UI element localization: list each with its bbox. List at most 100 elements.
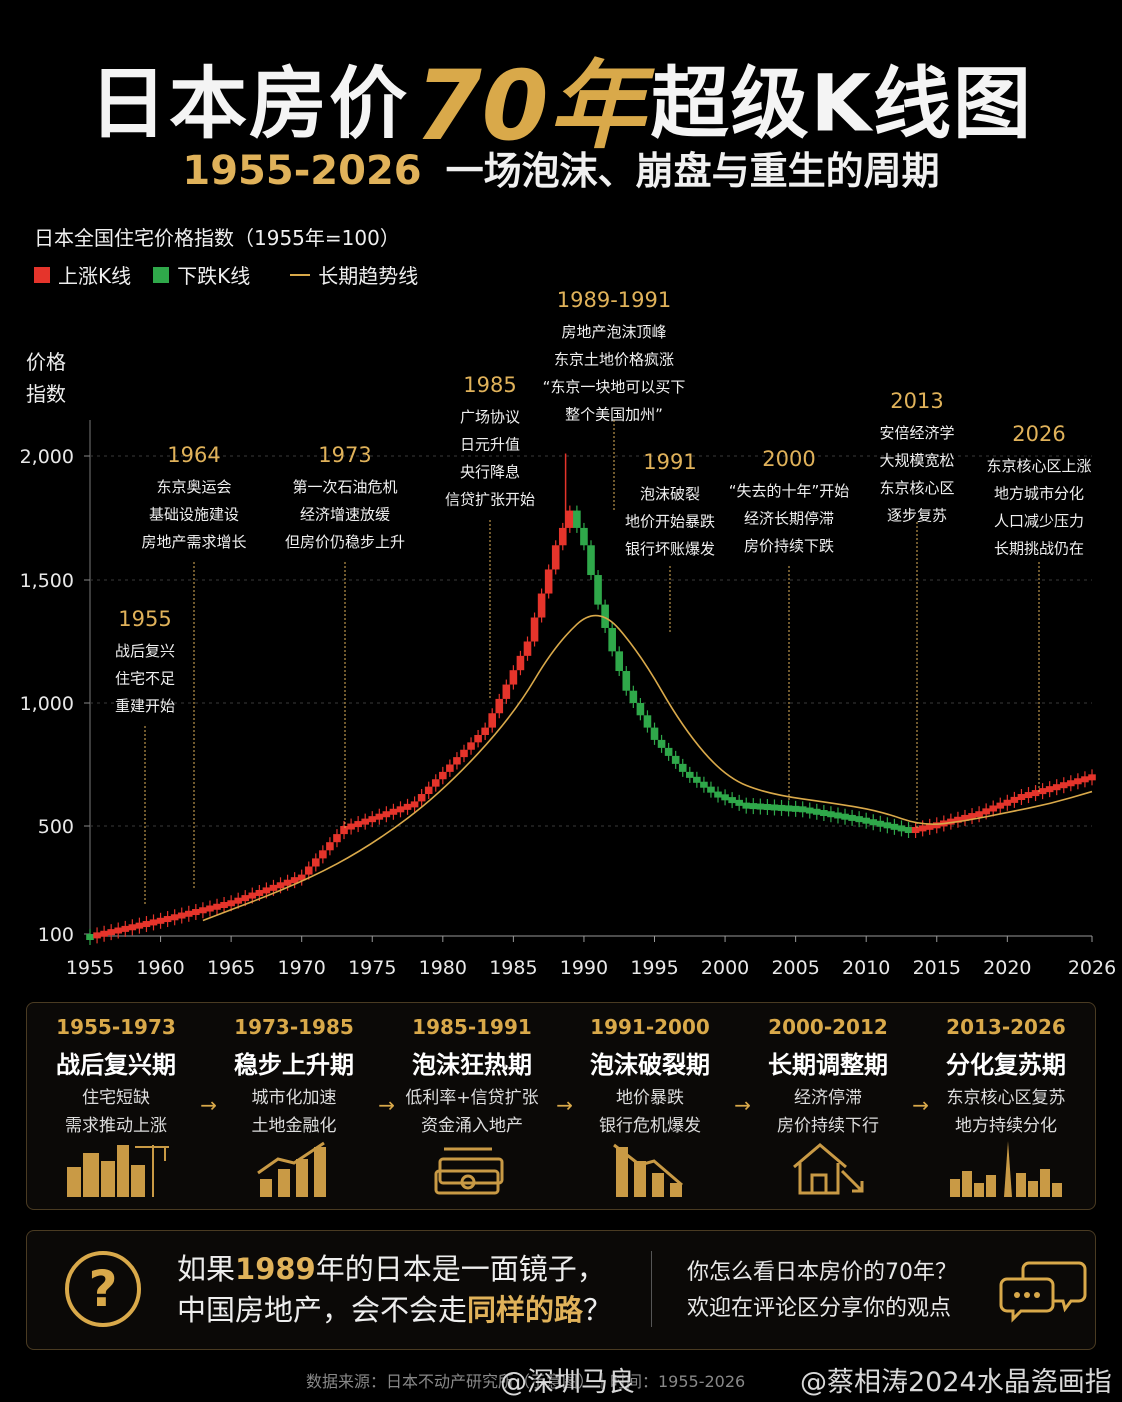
phase-desc: 东京核心区复苏 地方持续分化 [946, 1088, 1066, 1136]
candle-body [932, 822, 941, 829]
candle-body [100, 930, 108, 937]
annotation-line: 房地产需求增长 [141, 533, 246, 551]
annotation-line: 日元升值 [460, 436, 520, 454]
candle-body [601, 604, 609, 628]
candle-body [1024, 792, 1033, 799]
phase-card: 1985-1991 泡沫狂热期 低利率+信贷扩张 资金涌入地产 → [383, 1003, 573, 1209]
annotation-line: 东京核心区 [879, 479, 954, 497]
annotation-line: 大规模宽松 [879, 452, 954, 470]
annotation-line: 长期挑战仍在 [994, 540, 1084, 558]
candle-body [975, 811, 983, 818]
candle-body [361, 818, 369, 825]
legend-rise-swatch [34, 266, 50, 283]
candle-body [481, 727, 489, 735]
candle-body [707, 786, 715, 793]
candle-body [417, 794, 426, 802]
candle-body [664, 747, 673, 756]
candle-body [805, 807, 814, 814]
annotation-line: 东京奥运会 [156, 478, 231, 496]
legend-rise-label: 上涨K线 [58, 264, 132, 288]
phase-years: 1985-1991 [412, 1015, 532, 1039]
candle-body [657, 739, 666, 748]
x-tick-label: 1980 [419, 957, 467, 979]
candle-body [989, 805, 998, 812]
phase-card: 1991-2000 泡沫破裂期 地价暴跌 银行危机爆发 → [561, 1003, 751, 1209]
candle-body [671, 755, 680, 764]
annotation-line: 银行坏账爆发 [625, 540, 715, 558]
x-tick-label: 1970 [278, 957, 326, 979]
annotation-year: 1964 [167, 443, 220, 467]
candle-body [947, 818, 955, 825]
candle-body [615, 651, 624, 672]
candle-body [904, 827, 913, 834]
candle-body [206, 905, 214, 912]
comment-line1: 你怎么看日本房价的70年？ [687, 1260, 957, 1285]
candle-body [297, 874, 306, 881]
title-part-c: 超级K线图 [650, 59, 1034, 150]
annotation-line: 房地产泡沫顶峰 [561, 323, 666, 341]
question-line1-highlight: 1989 [235, 1252, 316, 1286]
candle-body [650, 727, 659, 740]
title-part-a: 日本房价 [88, 59, 409, 150]
annotation-line: “失去的十年”开始 [729, 482, 850, 500]
candle-body [841, 813, 849, 820]
candle-body [269, 884, 278, 891]
candle-body [467, 742, 475, 750]
question-line2-b: ？ [583, 1293, 613, 1327]
candle-body [791, 805, 800, 812]
candle-body [558, 527, 567, 546]
annotation-line: 地方城市分化 [994, 485, 1084, 503]
chart-legend: 上涨K线 下跌K线 长期趋势线 [34, 260, 432, 289]
candle-body [184, 910, 193, 917]
candle-body [820, 810, 828, 817]
phase-card: 2000-2012 长期调整期 经济停滞 房价持续下行 → [739, 1003, 929, 1209]
candle-body [410, 801, 419, 808]
candle-body [883, 822, 892, 829]
candle-body [135, 922, 144, 929]
candle-body [86, 934, 94, 940]
candle-body [728, 797, 736, 804]
candle-body [424, 786, 433, 795]
candle-body [594, 575, 602, 605]
candle-body [742, 802, 751, 809]
bar-chart-up-icon [254, 1139, 334, 1201]
candle-body [290, 877, 299, 884]
y-tick-label: 500 [38, 816, 74, 838]
phase-years: 1955-1973 [56, 1015, 176, 1039]
candle-body [777, 804, 786, 811]
x-tick-label: 1985 [489, 957, 537, 979]
x-tick-label: 2000 [701, 957, 749, 979]
candle-body [495, 698, 504, 714]
legend-trend: 长期趋势线 [272, 260, 418, 289]
legend-trend-swatch [290, 273, 311, 276]
candle-body [516, 655, 525, 671]
annotation-line: 战后复兴 [115, 642, 175, 660]
money-stack-icon [432, 1139, 512, 1201]
annotation-line: “东京一块地可以买下 [543, 378, 686, 396]
candle-body [474, 734, 482, 743]
bar-chart-down-icon [610, 1139, 690, 1201]
candle-body [566, 510, 574, 528]
candle-body [1038, 788, 1047, 795]
x-tick-label: 2005 [771, 957, 819, 979]
candle-body [163, 916, 172, 923]
candle-body [128, 924, 137, 931]
candle-body [304, 866, 313, 875]
candle-body [319, 850, 327, 859]
phase-name: 战后复兴期 [56, 1051, 176, 1079]
candle-body [714, 791, 722, 798]
city-crane-icon [61, 1139, 171, 1201]
question-line2-highlight: 同样的路 [467, 1293, 584, 1327]
question-panel: ? 如果1989年的日本是一面镜子， 中国房地产，会不会走同样的路？ 你怎么看日… [26, 1230, 1096, 1350]
y-tick-label: 2,000 [20, 446, 74, 468]
candle-body [255, 889, 264, 896]
candle-body [460, 749, 468, 758]
candle-body [925, 823, 934, 830]
candle-body [1067, 780, 1075, 787]
annotation-line: 住宅不足 [115, 670, 175, 688]
candle-body [199, 907, 207, 914]
candle-body [897, 825, 906, 832]
legend-trend-label: 长期趋势线 [318, 264, 419, 288]
phase-years: 2013-2026 [946, 1015, 1066, 1039]
candle-body [446, 764, 454, 772]
